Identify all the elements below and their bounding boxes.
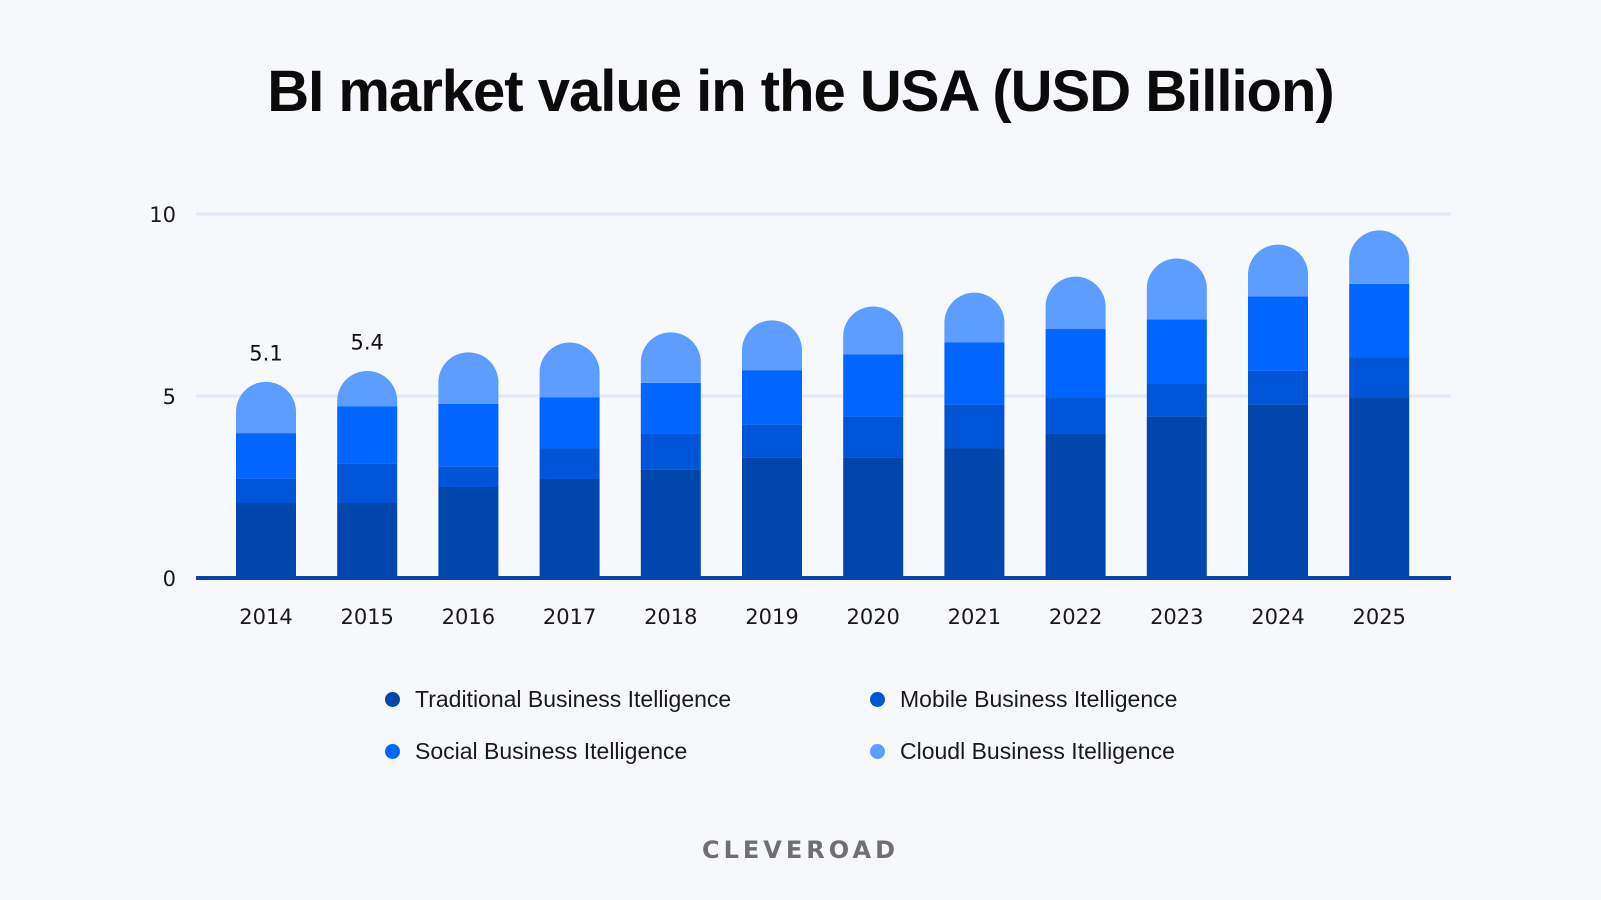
bar-segment-social: [1045, 329, 1106, 398]
bar-segment-social: [1248, 296, 1308, 371]
legend-swatch: [385, 692, 400, 707]
legend-item: Social Business Itelligence: [385, 738, 687, 765]
bar-segment-mobile: [438, 466, 499, 487]
x-tick-label: 2017: [543, 605, 596, 629]
data-label: 5.1: [249, 341, 282, 365]
x-tick-label: 2015: [340, 605, 393, 629]
bar-segment-cloud: [843, 306, 904, 355]
bar-segment-traditional: [236, 503, 296, 578]
x-tick-label: 2021: [948, 605, 1001, 629]
legend-swatch: [870, 692, 885, 707]
chart-title: BI market value in the USA (USD Billion): [267, 59, 1334, 124]
legend-item: Mobile Business Itelligence: [870, 686, 1177, 713]
bar-segment-social: [236, 433, 296, 479]
bar-segment-social: [438, 404, 499, 467]
x-tick-label: 2025: [1352, 605, 1405, 629]
y-tick-label: 10: [149, 203, 176, 227]
bar-segment-traditional: [539, 478, 600, 578]
bar-segment-social: [944, 342, 1005, 405]
bar-segment-social: [1146, 319, 1207, 384]
legend-label: Cloudl Business Itelligence: [900, 738, 1175, 764]
bar-segment-traditional: [640, 469, 701, 578]
bar-segment-traditional: [337, 503, 398, 578]
bar-segment-social: [742, 370, 802, 425]
bar-segment-cloud: [1045, 276, 1106, 330]
bar-segment-social: [337, 406, 398, 464]
bar-segment-cloud: [742, 320, 802, 371]
x-tick-label: 2023: [1150, 605, 1203, 629]
bar-segment-traditional: [843, 457, 904, 578]
bar-segment-mobile: [640, 433, 701, 470]
data-label: 5.4: [350, 330, 383, 354]
bar-segment-traditional: [944, 448, 1005, 578]
x-tick-label: 2024: [1251, 605, 1304, 629]
bar-segment-traditional: [438, 487, 499, 578]
cleveroad-logo: CLEVEROAD: [701, 836, 899, 864]
bar-segment-cloud: [539, 342, 600, 398]
legend-label: Traditional Business Itelligence: [415, 686, 732, 712]
bar-segment-mobile: [742, 424, 802, 458]
bar-segment-mobile: [1349, 357, 1410, 398]
bar-segment-traditional: [1045, 433, 1106, 578]
x-tick-label: 2014: [239, 605, 292, 629]
bar-segment-mobile: [1248, 370, 1308, 405]
x-tick-label: 2022: [1049, 605, 1102, 629]
bar-chart: 0 5 10 2014 2015 2016 2017 2018 2019 2020 2021 2022…: [149, 203, 1451, 629]
legend-swatch: [385, 744, 400, 759]
bar-segment-traditional: [742, 457, 802, 578]
x-tick-label: 2020: [846, 605, 899, 629]
y-tick-label: 0: [163, 567, 176, 591]
x-tick-label: 2019: [745, 605, 798, 629]
bar-segment-mobile: [539, 448, 600, 479]
bar-segment-mobile: [1045, 397, 1106, 434]
bar-segment-social: [1349, 283, 1410, 358]
bar-segment-cloud: [640, 332, 701, 383]
bar-segment-traditional: [1146, 416, 1207, 578]
bar-segment-cloud: [337, 370, 398, 407]
bar-segment-mobile: [236, 478, 296, 504]
x-tick-label: 2016: [442, 605, 495, 629]
legend-label: Mobile Business Itelligence: [900, 686, 1178, 712]
bar-segment-mobile: [337, 463, 398, 504]
bar-segment-cloud: [438, 352, 499, 405]
legend-swatch: [870, 744, 885, 759]
bar-segment-social: [539, 397, 600, 449]
bar-segment-cloud: [1349, 230, 1410, 284]
legend-item: Cloudl Business Itelligence: [870, 738, 1175, 765]
bar-segment-mobile: [1146, 383, 1207, 417]
bar-segment-cloud: [944, 292, 1005, 343]
bar-segment-mobile: [944, 404, 1005, 449]
bar-segment-cloud: [236, 381, 296, 434]
legend-label: Social Business Itelligence: [415, 738, 688, 764]
bar-segment-social: [843, 354, 904, 417]
legend-item: Traditional Business Itelligence: [385, 686, 731, 713]
x-tick-label: 2018: [644, 605, 697, 629]
bar-segment-cloud: [1146, 258, 1207, 320]
bar-segment-mobile: [843, 416, 904, 458]
bar-segment-traditional: [1349, 397, 1410, 578]
bar-segment-cloud: [1248, 244, 1308, 297]
bar-segment-social: [640, 382, 701, 434]
bar-segment-traditional: [1248, 404, 1308, 578]
y-tick-label: 5: [163, 385, 176, 409]
